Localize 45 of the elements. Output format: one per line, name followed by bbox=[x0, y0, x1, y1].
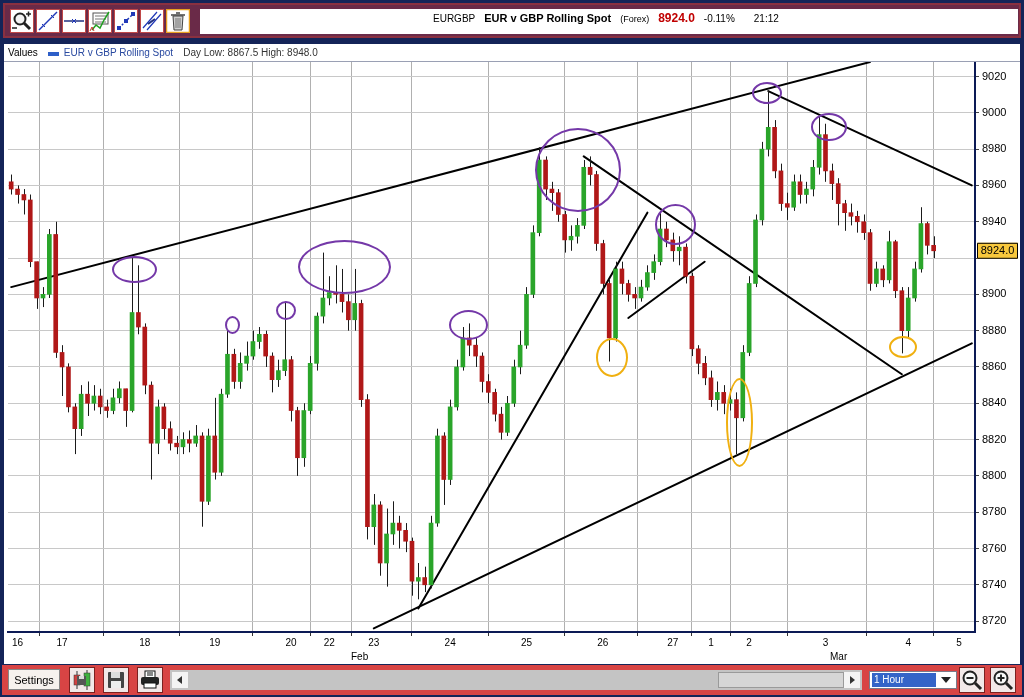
text: Feb bbox=[351, 651, 369, 662]
text: -0.11% bbox=[703, 13, 735, 24]
y-tick-label: 8860 bbox=[982, 360, 1007, 372]
dropdown: 1 Hour bbox=[869, 671, 957, 689]
x-tick-label: 19 bbox=[209, 636, 221, 648]
x-tick-label: 27 bbox=[667, 636, 679, 648]
x-tick-label: 24 bbox=[444, 636, 457, 648]
x-tick-label: 26 bbox=[597, 636, 609, 648]
y-tick-label: 8820 bbox=[982, 432, 1007, 445]
x-tick-label: 2 bbox=[746, 636, 753, 648]
x-tick-label: 1 bbox=[708, 636, 715, 648]
x-tick-label: 20 bbox=[285, 636, 298, 648]
x-tick-label: 18 bbox=[139, 636, 151, 648]
x-tick-label: 4 bbox=[905, 636, 912, 648]
y-tick-label: 8880 bbox=[982, 323, 1007, 336]
settings-button: Settings bbox=[8, 669, 60, 690]
x-tick-label: 3 bbox=[822, 636, 829, 648]
y-tick-label: 8960 bbox=[982, 178, 1007, 191]
chart-title: EUR v GBP Rolling Spot bbox=[484, 12, 612, 24]
text: Mar bbox=[830, 651, 848, 662]
y-tick-label: 9000 bbox=[982, 105, 1007, 118]
x-tick-label: 25 bbox=[520, 636, 533, 648]
legend-title: Values bbox=[8, 47, 38, 58]
text: (Forex) bbox=[620, 14, 650, 24]
text: EURGBP bbox=[433, 13, 476, 24]
text: 21:12 bbox=[753, 13, 779, 24]
x-tick-label: 16 bbox=[11, 636, 24, 648]
y-tick-label: 8780 bbox=[982, 505, 1007, 518]
y-tick-label: 8840 bbox=[982, 396, 1007, 409]
y-tick-label: 8740 bbox=[982, 577, 1007, 590]
y-tick-label: 8720 bbox=[982, 614, 1007, 627]
x-tick-label: 23 bbox=[368, 636, 380, 648]
x-tick-label: 5 bbox=[956, 636, 963, 648]
y-tick-label: 8900 bbox=[982, 287, 1007, 300]
x-tick-label: 22 bbox=[323, 636, 336, 648]
text: Day Low: 8867.5 High: 8948.0 bbox=[183, 47, 318, 58]
annotation: 8924.0 bbox=[980, 244, 1015, 257]
y-tick-label: 8980 bbox=[982, 142, 1007, 155]
y-tick-label: 8800 bbox=[982, 468, 1007, 481]
y-tick-label: 9020 bbox=[982, 69, 1007, 82]
text: 8924.0 bbox=[658, 11, 695, 25]
x-tick-label: 17 bbox=[56, 636, 69, 648]
y-tick-label: 8940 bbox=[982, 214, 1007, 227]
y-tick-label: 8760 bbox=[982, 541, 1007, 554]
text: EUR v GBP Rolling Spot bbox=[63, 47, 174, 58]
